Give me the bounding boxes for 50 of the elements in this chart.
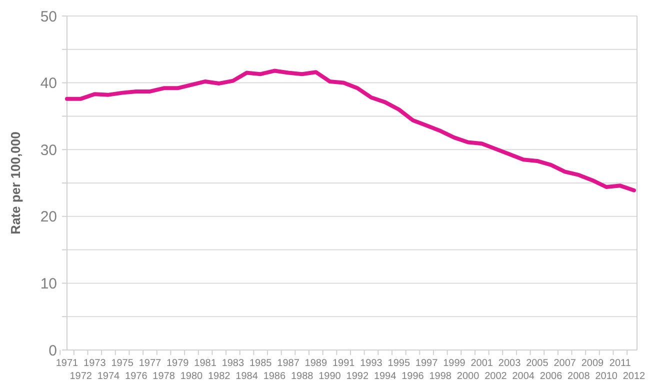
x-tick-label: 1997: [415, 358, 438, 369]
x-tick-label: 1971: [56, 358, 79, 369]
x-tick-label: 1992: [346, 371, 369, 382]
x-tick-label: 2002: [484, 371, 508, 382]
y-tick-label: 40: [40, 75, 57, 92]
x-tick-label: 1976: [125, 371, 148, 382]
x-tick-label: 2012: [622, 371, 646, 382]
x-tick-label: 1990: [318, 371, 342, 382]
x-tick-label: 1995: [388, 358, 410, 369]
line-series: [65, 68, 636, 192]
x-tick-label: 1985: [249, 358, 272, 369]
x-tick-label: 1978: [152, 371, 176, 382]
x-tick-label: 1972: [70, 371, 92, 382]
y-tick-label: 50: [40, 8, 57, 26]
x-tick-label: 1980: [180, 371, 204, 382]
x-tick-label: 2004: [512, 371, 535, 382]
x-tick-label: 1979: [166, 358, 190, 369]
y-tick-label: 10: [40, 275, 57, 292]
x-tick-label: 1987: [277, 358, 300, 369]
x-tick-label: 1999: [443, 358, 466, 369]
x-tick-label: 2009: [581, 358, 604, 369]
x-tick-label: 1989: [304, 358, 328, 369]
x-tick-label: 1988: [290, 371, 314, 382]
x-tick-label: 1998: [429, 371, 452, 382]
x-tick-label: 2007: [554, 358, 576, 369]
x-tick-label: 2003: [498, 358, 522, 369]
x-tick-label: 2010: [595, 371, 618, 382]
x-tick-label: 1974: [97, 371, 120, 382]
x-tick-label: 1984: [236, 371, 258, 382]
x-tick-label: 1986: [263, 371, 286, 382]
y-tick-label: 20: [40, 208, 57, 226]
y-tick-label: 0: [48, 342, 57, 360]
x-tick-label: 2005: [526, 358, 549, 369]
y-axis-title: Rate per 100,000: [8, 132, 23, 234]
x-tick-label: 1977: [138, 358, 162, 369]
x-tick-label: 1975: [111, 358, 134, 369]
x-tick-label: 1981: [194, 358, 217, 369]
x-tick-label: 1994: [374, 371, 397, 382]
x-tick-label: 2006: [540, 371, 563, 382]
x-tick-label: 2001: [470, 358, 494, 369]
x-tick-label: 2011: [609, 358, 632, 369]
x-tick-label: 1996: [402, 371, 424, 382]
x-tick-label: 1991: [332, 358, 356, 369]
x-tick-label: 1973: [84, 358, 106, 369]
x-tick-label: 1982: [208, 371, 231, 382]
x-tick-label: 1993: [360, 358, 383, 369]
x-tick-label: 2000: [456, 371, 480, 382]
y-tick-label: 30: [40, 142, 57, 159]
x-tick-label: 1983: [222, 358, 245, 369]
x-tick-label: 2008: [568, 371, 590, 382]
